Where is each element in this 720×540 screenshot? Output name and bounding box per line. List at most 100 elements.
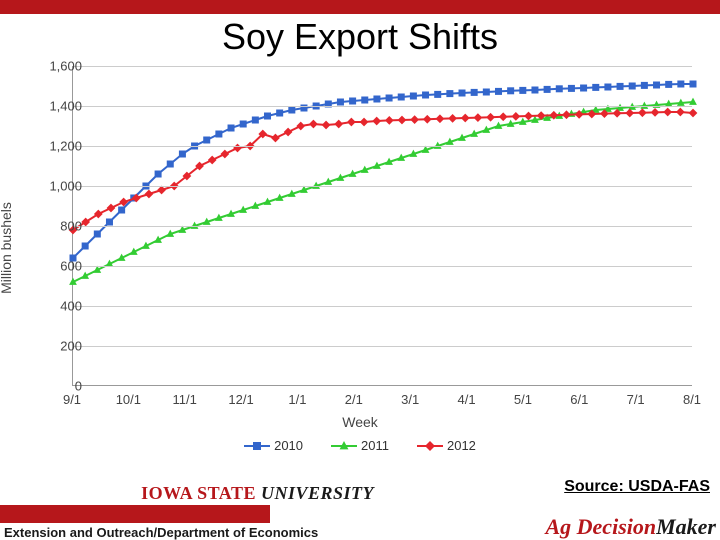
- marker-2010: [446, 90, 453, 97]
- marker-2010: [386, 95, 393, 102]
- marker-2012: [638, 108, 647, 117]
- page-title: Soy Export Shifts: [0, 14, 720, 58]
- marker-2010: [507, 87, 514, 94]
- x-tick-label: 10/1: [116, 392, 141, 407]
- marker-2012: [347, 118, 356, 127]
- marker-2012: [676, 108, 685, 117]
- red-band: [0, 505, 270, 523]
- grid-line: [73, 146, 692, 147]
- marker-2012: [474, 113, 483, 122]
- series-line-2012: [73, 112, 693, 230]
- marker-2012: [398, 116, 407, 125]
- grid-line: [73, 186, 692, 187]
- marker-2012: [689, 109, 698, 118]
- y-tick-label: 1,600: [49, 59, 82, 74]
- marker-2012: [663, 108, 672, 117]
- ag-decision-maker-logo: Ag DecisionMaker: [545, 514, 716, 540]
- marker-2010: [556, 85, 563, 92]
- y-tick-label: 400: [60, 299, 82, 314]
- marker-2010: [653, 82, 660, 89]
- legend-label: 2011: [361, 438, 389, 453]
- marker-2012: [524, 112, 533, 121]
- marker-2012: [322, 121, 331, 130]
- marker-2010: [690, 81, 697, 88]
- marker-2012: [385, 116, 394, 125]
- marker-2010: [288, 107, 295, 114]
- marker-2010: [604, 84, 611, 91]
- grid-line: [73, 106, 692, 107]
- y-tick-label: 1,200: [49, 139, 82, 154]
- marker-2012: [423, 115, 432, 124]
- marker-2010: [422, 92, 429, 99]
- marker-2012: [410, 115, 419, 124]
- footer-text: Extension and Outreach/Department of Eco…: [4, 525, 318, 540]
- legend-item-2012: 2012: [417, 438, 476, 453]
- marker-2010: [203, 137, 210, 144]
- marker-2010: [568, 85, 575, 92]
- marker-2010: [531, 87, 538, 94]
- x-tick-label: 11/1: [173, 392, 197, 407]
- top-accent-bar: [0, 0, 720, 14]
- marker-2010: [82, 243, 89, 250]
- marker-2012: [145, 190, 154, 199]
- marker-2010: [349, 98, 356, 105]
- marker-2010: [459, 90, 466, 97]
- marker-2010: [94, 231, 101, 238]
- marker-2010: [252, 117, 259, 124]
- marker-2010: [410, 93, 417, 100]
- x-tick-label: 5/1: [514, 392, 532, 407]
- marker-2010: [592, 84, 599, 91]
- marker-2012: [461, 114, 470, 123]
- legend-label: 2010: [274, 438, 303, 453]
- y-tick-label: 800: [60, 219, 82, 234]
- marker-2012: [107, 204, 116, 213]
- grid-line: [73, 346, 692, 347]
- marker-2012: [309, 120, 318, 129]
- marker-2010: [155, 171, 162, 178]
- chart-container: Million bushels Week 02004006008001,0001…: [10, 58, 710, 438]
- marker-2010: [483, 89, 490, 96]
- marker-2010: [434, 91, 441, 98]
- marker-2012: [284, 128, 293, 137]
- ag-logo-part2: Maker: [656, 514, 716, 539]
- x-tick-label: 7/1: [627, 392, 645, 407]
- marker-2010: [118, 207, 125, 214]
- legend-item-2010: 2010: [244, 438, 303, 453]
- marker-2012: [271, 134, 280, 143]
- y-tick-label: 1,000: [49, 179, 82, 194]
- x-axis-label: Week: [342, 414, 378, 430]
- y-tick-label: 600: [60, 259, 82, 274]
- marker-2012: [562, 110, 571, 119]
- marker-2010: [167, 161, 174, 168]
- legend-item-2011: 2011: [331, 438, 389, 453]
- marker-2012: [220, 150, 229, 159]
- marker-2010: [337, 99, 344, 106]
- y-tick-label: 200: [60, 339, 82, 354]
- x-tick-label: 2/1: [345, 392, 363, 407]
- x-tick-label: 8/1: [683, 392, 701, 407]
- logo-univ: UNIVERSITY: [261, 483, 374, 503]
- marker-2012: [334, 120, 343, 129]
- legend-label: 2012: [447, 438, 476, 453]
- legend-symbol: [331, 439, 357, 453]
- marker-2010: [215, 131, 222, 138]
- marker-2010: [276, 110, 283, 117]
- marker-2012: [625, 109, 634, 118]
- marker-2012: [233, 144, 242, 153]
- plot-area: [72, 66, 692, 386]
- x-tick-label: 4/1: [457, 392, 475, 407]
- x-tick-label: 3/1: [401, 392, 419, 407]
- legend-symbol: [417, 439, 443, 453]
- marker-2010: [240, 121, 247, 128]
- marker-2010: [677, 81, 684, 88]
- marker-2012: [360, 118, 369, 127]
- marker-2010: [228, 125, 235, 132]
- legend: 2010 2011 2012: [0, 438, 720, 453]
- isu-logo: IOWA STATE UNIVERSITY: [141, 483, 374, 504]
- marker-2010: [398, 94, 405, 101]
- marker-2010: [519, 87, 526, 94]
- source-label: Source: USDA-FAS: [564, 478, 710, 496]
- marker-2012: [486, 113, 495, 122]
- marker-2010: [665, 81, 672, 88]
- grid-line: [73, 226, 692, 227]
